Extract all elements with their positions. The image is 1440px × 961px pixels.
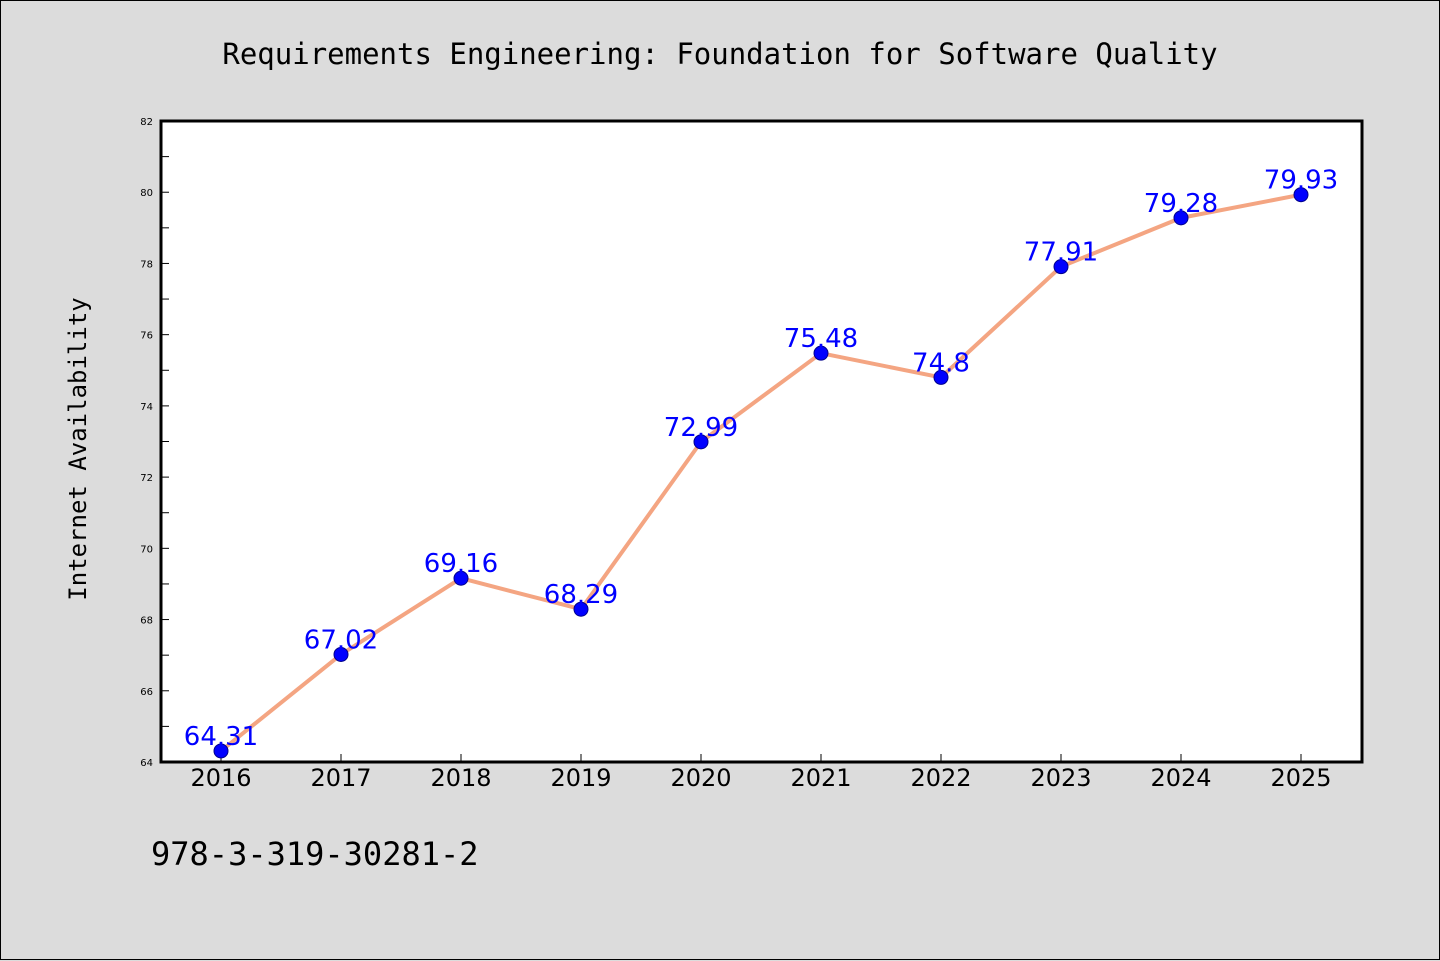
series-line <box>219 192 1303 753</box>
data-point <box>693 434 709 450</box>
footer-code: 978-3-319-30281-2 <box>151 835 479 873</box>
x-axis-ticks: 2016 2017 2018 2019 2020 2021 2022 2023 2024 2025 <box>190 754 1332 792</box>
x-tick-label: 2020 <box>670 764 731 792</box>
data-point <box>1053 259 1069 275</box>
plot-border <box>159 119 1364 764</box>
x-tick-label: 2021 <box>790 764 851 792</box>
x-tick-label: 2025 <box>1270 764 1331 792</box>
y-tick-label: 74 <box>140 402 153 413</box>
data-label: 68.29 <box>544 580 618 610</box>
y-tick-label: 66 <box>140 687 153 698</box>
data-labels: 64.31 67.02 69.16 68.29 72.99 75.48 74.8 77.91 7… <box>184 166 1338 752</box>
y-tick-label: 68 <box>140 616 153 627</box>
data-label: 69.16 <box>424 549 498 579</box>
y-tick-label: 80 <box>140 188 153 199</box>
y-tick-label: 78 <box>140 259 153 270</box>
data-point <box>453 570 469 586</box>
plot-area <box>161 121 1362 762</box>
x-tick-label: 2024 <box>1150 764 1211 792</box>
data-point <box>213 743 229 759</box>
data-label: 64.31 <box>184 722 258 752</box>
y-axis-label: Internet Availability <box>64 297 92 600</box>
data-label: 77.91 <box>1024 238 1098 268</box>
y-tick-label: 72 <box>140 473 153 484</box>
x-tick-label: 2022 <box>910 764 971 792</box>
data-point <box>1173 210 1189 226</box>
x-tick-label: 2017 <box>310 764 371 792</box>
data-label: 79.93 <box>1264 166 1338 196</box>
chart-title: Requirements Engineering: Foundation for… <box>222 37 1217 71</box>
x-tick-label: 2016 <box>190 764 251 792</box>
data-point <box>813 345 829 361</box>
y-tick-label: 70 <box>140 544 153 555</box>
y-tick-label: 76 <box>140 331 153 342</box>
data-label: 67.02 <box>304 625 378 655</box>
y-tick-label: 64 <box>140 758 153 769</box>
data-point <box>933 369 949 385</box>
x-tick-label: 2019 <box>550 764 611 792</box>
data-point <box>333 646 349 662</box>
data-point <box>573 601 589 617</box>
x-tick-label: 2023 <box>1030 764 1091 792</box>
data-label: 79.28 <box>1144 189 1218 219</box>
data-point <box>1293 187 1309 203</box>
data-label: 75.48 <box>784 324 858 354</box>
x-tick-label: 2018 <box>430 764 491 792</box>
y-tick-label: 82 <box>140 117 153 128</box>
data-label: 72.99 <box>664 413 738 443</box>
data-markers <box>213 187 1309 759</box>
data-label: 74.8 <box>912 348 970 378</box>
